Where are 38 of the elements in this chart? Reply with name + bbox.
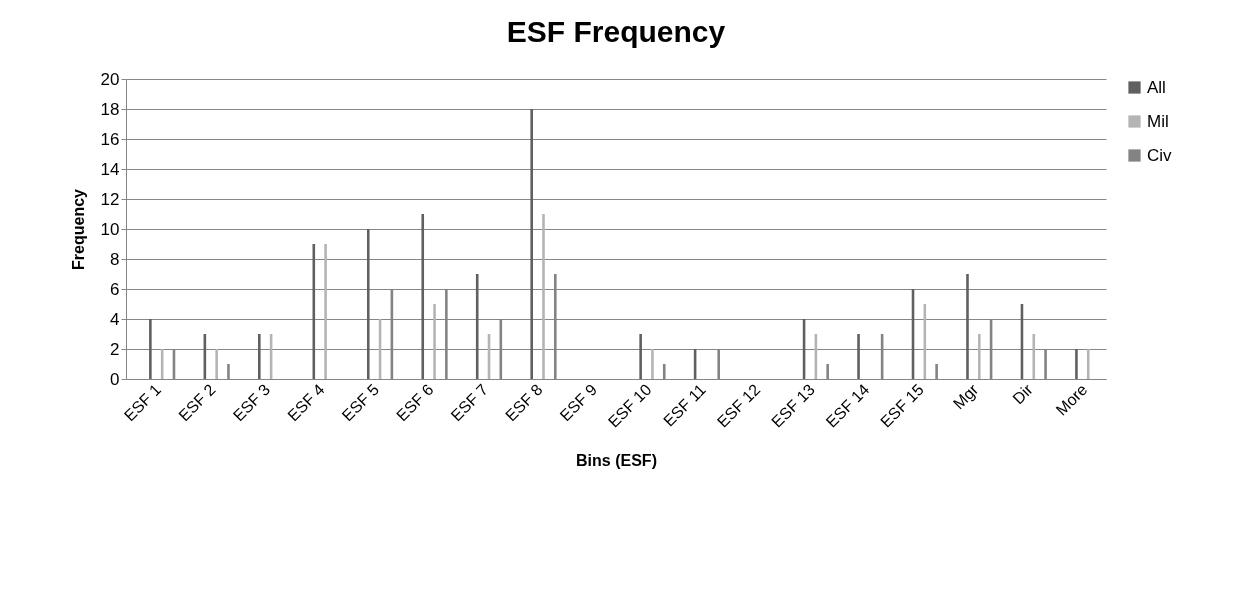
y-axis-title: Frequency — [69, 188, 87, 270]
y-tick-label: 10 — [100, 219, 120, 239]
bar — [542, 214, 545, 379]
bar — [651, 349, 654, 379]
bar — [857, 334, 860, 379]
bar — [366, 229, 370, 379]
bar — [324, 244, 327, 379]
bar — [639, 334, 642, 379]
y-tick-label: 8 — [110, 249, 120, 269]
bar — [1086, 349, 1090, 379]
bar — [421, 214, 425, 379]
x-tick-label: Mgr — [949, 380, 982, 413]
y-tick-label: 2 — [110, 339, 120, 359]
bar — [215, 349, 218, 379]
y-tick-label: 18 — [100, 99, 120, 119]
y-tick-label: 6 — [110, 279, 120, 299]
bar — [1075, 349, 1078, 379]
legend-label: Mil — [1147, 111, 1169, 131]
bar — [475, 274, 479, 379]
chart-title: ESF Frequency — [506, 15, 726, 48]
bar — [433, 304, 436, 379]
legend-label: All — [1147, 77, 1166, 97]
y-tick-label: 20 — [100, 69, 120, 89]
bar — [977, 334, 981, 379]
bar — [149, 319, 152, 379]
legend-label: Civ — [1147, 145, 1173, 165]
y-tick-label: 4 — [110, 309, 120, 329]
bar — [966, 274, 969, 379]
bar — [312, 244, 316, 379]
y-tick-label: 12 — [100, 189, 120, 209]
bar — [530, 109, 533, 379]
y-tick-label: 14 — [100, 159, 120, 179]
x-tick-label: Dir — [1009, 380, 1037, 408]
bar — [258, 334, 261, 379]
y-tick-label: 0 — [110, 369, 120, 389]
x-axis-title: Bins (ESF) — [576, 451, 657, 469]
bar — [1032, 334, 1036, 379]
y-tick-label: 16 — [100, 129, 120, 149]
